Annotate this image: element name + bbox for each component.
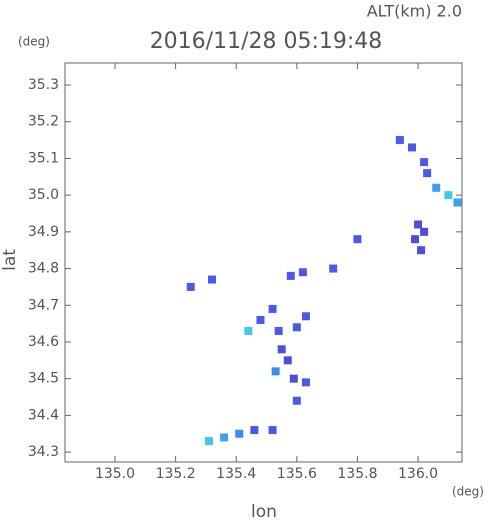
echo [274, 326, 283, 335]
echo [268, 304, 277, 313]
echo [411, 235, 420, 244]
echo [420, 227, 429, 236]
echo [292, 396, 301, 405]
y-unit: (deg) [18, 35, 50, 49]
chart-title: 2016/11/28 05:19:48 [150, 29, 383, 54]
echo [286, 271, 295, 280]
x-tick-label: 135.4 [216, 466, 256, 482]
x-unit: (deg) [452, 485, 484, 499]
echo [289, 374, 298, 383]
echo [329, 264, 338, 273]
echo [220, 433, 229, 442]
echo [420, 158, 429, 167]
echo [271, 367, 280, 376]
echo [301, 378, 310, 387]
x-tick-label: 135.6 [277, 466, 317, 482]
echo [353, 235, 362, 244]
echo [444, 191, 453, 200]
echo [414, 220, 423, 229]
y-tick-label: 35.3 [28, 77, 59, 93]
echo [283, 356, 292, 365]
x-tick-label: 135.0 [95, 466, 135, 482]
y-tick-label: 35.0 [28, 187, 59, 203]
y-tick-label: 34.3 [28, 444, 59, 460]
echo [250, 426, 259, 435]
altitude-label: ALT(km) 2.0 [367, 2, 462, 21]
echo [407, 143, 416, 152]
echo [301, 312, 310, 321]
echo [277, 345, 286, 354]
y-tick-label: 34.4 [28, 407, 59, 423]
echo [417, 246, 426, 255]
echo [432, 183, 441, 192]
echo [292, 323, 301, 332]
x-tick-label: 135.8 [337, 466, 377, 482]
x-tick-label: 135.2 [156, 466, 196, 482]
echo [395, 136, 404, 145]
x-tick-label: 136.0 [398, 466, 438, 482]
y-tick-label: 34.5 [28, 371, 59, 387]
y-axis-label: lat [0, 249, 20, 271]
y-tick-label: 34.8 [28, 261, 59, 277]
echo [268, 426, 277, 435]
echo [298, 268, 307, 277]
echo [244, 326, 253, 335]
y-tick-label: 34.6 [28, 334, 59, 350]
echo [207, 275, 216, 284]
y-tick-label: 35.1 [28, 150, 59, 166]
echo [204, 437, 213, 446]
echo [186, 282, 195, 291]
y-tick-label: 34.7 [28, 297, 59, 313]
y-tick-label: 35.2 [28, 114, 59, 130]
echo [423, 169, 432, 178]
echo [235, 429, 244, 438]
echo [256, 315, 265, 324]
x-axis-label: lon [251, 502, 277, 521]
y-tick-label: 34.9 [28, 224, 59, 240]
plot-frame [64, 62, 463, 463]
echo [453, 198, 462, 207]
